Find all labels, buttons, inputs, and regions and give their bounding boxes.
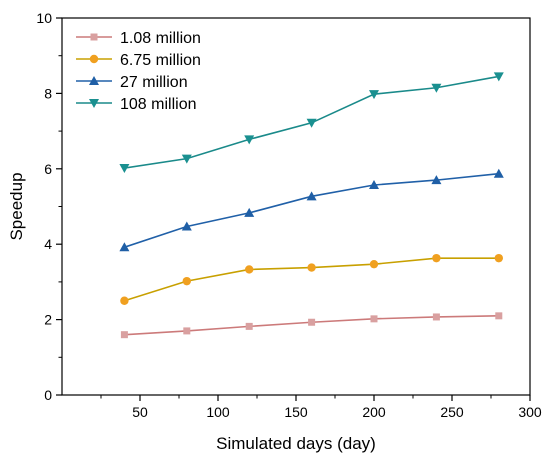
data-point [369, 259, 379, 269]
data-point [307, 263, 316, 272]
legend-label: 1.08 million [120, 30, 201, 47]
data-point [495, 312, 503, 320]
legend-label: 27 million [120, 74, 188, 91]
y-tick-label: 4 [44, 236, 52, 252]
series-2 [120, 253, 503, 305]
x-tick-label: 250 [440, 404, 464, 420]
y-tick-label: 10 [36, 10, 52, 26]
data-point [120, 296, 129, 305]
data-point [369, 180, 379, 190]
y-tick-label: 8 [44, 85, 52, 101]
data-point [431, 175, 442, 185]
legend-marker [90, 33, 98, 41]
data-point [244, 135, 255, 145]
x-tick-label: 300 [518, 404, 542, 420]
data-point [493, 168, 504, 178]
data-point [308, 318, 316, 326]
data-point [493, 72, 504, 82]
data-point [245, 322, 253, 330]
x-tick-label: 150 [284, 404, 308, 420]
data-point [306, 191, 317, 201]
y-tick-label: 6 [44, 161, 52, 177]
data-point [181, 221, 192, 231]
x-tick-label: 200 [362, 404, 386, 420]
data-point [119, 242, 130, 252]
legend-item: 27 million [76, 74, 188, 91]
data-point [181, 154, 192, 164]
legend-item: 1.08 million [76, 30, 201, 47]
series-line [124, 172, 499, 248]
data-point [244, 207, 255, 217]
series-4 [119, 72, 504, 174]
data-point [119, 164, 130, 174]
series-3 [119, 168, 504, 252]
legend-label: 108 million [120, 96, 196, 113]
legend-marker [89, 76, 99, 85]
data-point [494, 253, 503, 263]
y-tick-label: 0 [44, 387, 52, 403]
data-point [432, 313, 440, 321]
legend-marker [89, 54, 99, 64]
data-point [183, 327, 191, 335]
data-point [431, 83, 442, 93]
y-axis-label: Speedup [7, 172, 26, 240]
legend: 1.08 million 6.75 million 27 million 108 mi… [76, 30, 201, 113]
data-point [306, 118, 317, 128]
data-point [370, 315, 378, 323]
legend-item: 108 million [76, 96, 196, 113]
x-axis-label: Simulated days (day) [216, 434, 376, 453]
data-point [432, 253, 441, 263]
series-layer [119, 72, 504, 339]
legend-marker [89, 99, 99, 108]
legend-item: 6.75 million [76, 52, 201, 69]
legend-label: 6.75 million [120, 52, 201, 69]
x-tick-label: 100 [206, 404, 230, 420]
data-point [369, 90, 379, 100]
x-tick-label: 50 [132, 404, 148, 420]
data-point [245, 265, 254, 274]
y-tick-label: 2 [44, 312, 52, 328]
series-1 [120, 312, 503, 339]
ticks: 50 100 150 200 250 300 0 2 4 6 8 10 [36, 10, 541, 420]
data-point [120, 331, 128, 339]
data-point [182, 276, 191, 286]
